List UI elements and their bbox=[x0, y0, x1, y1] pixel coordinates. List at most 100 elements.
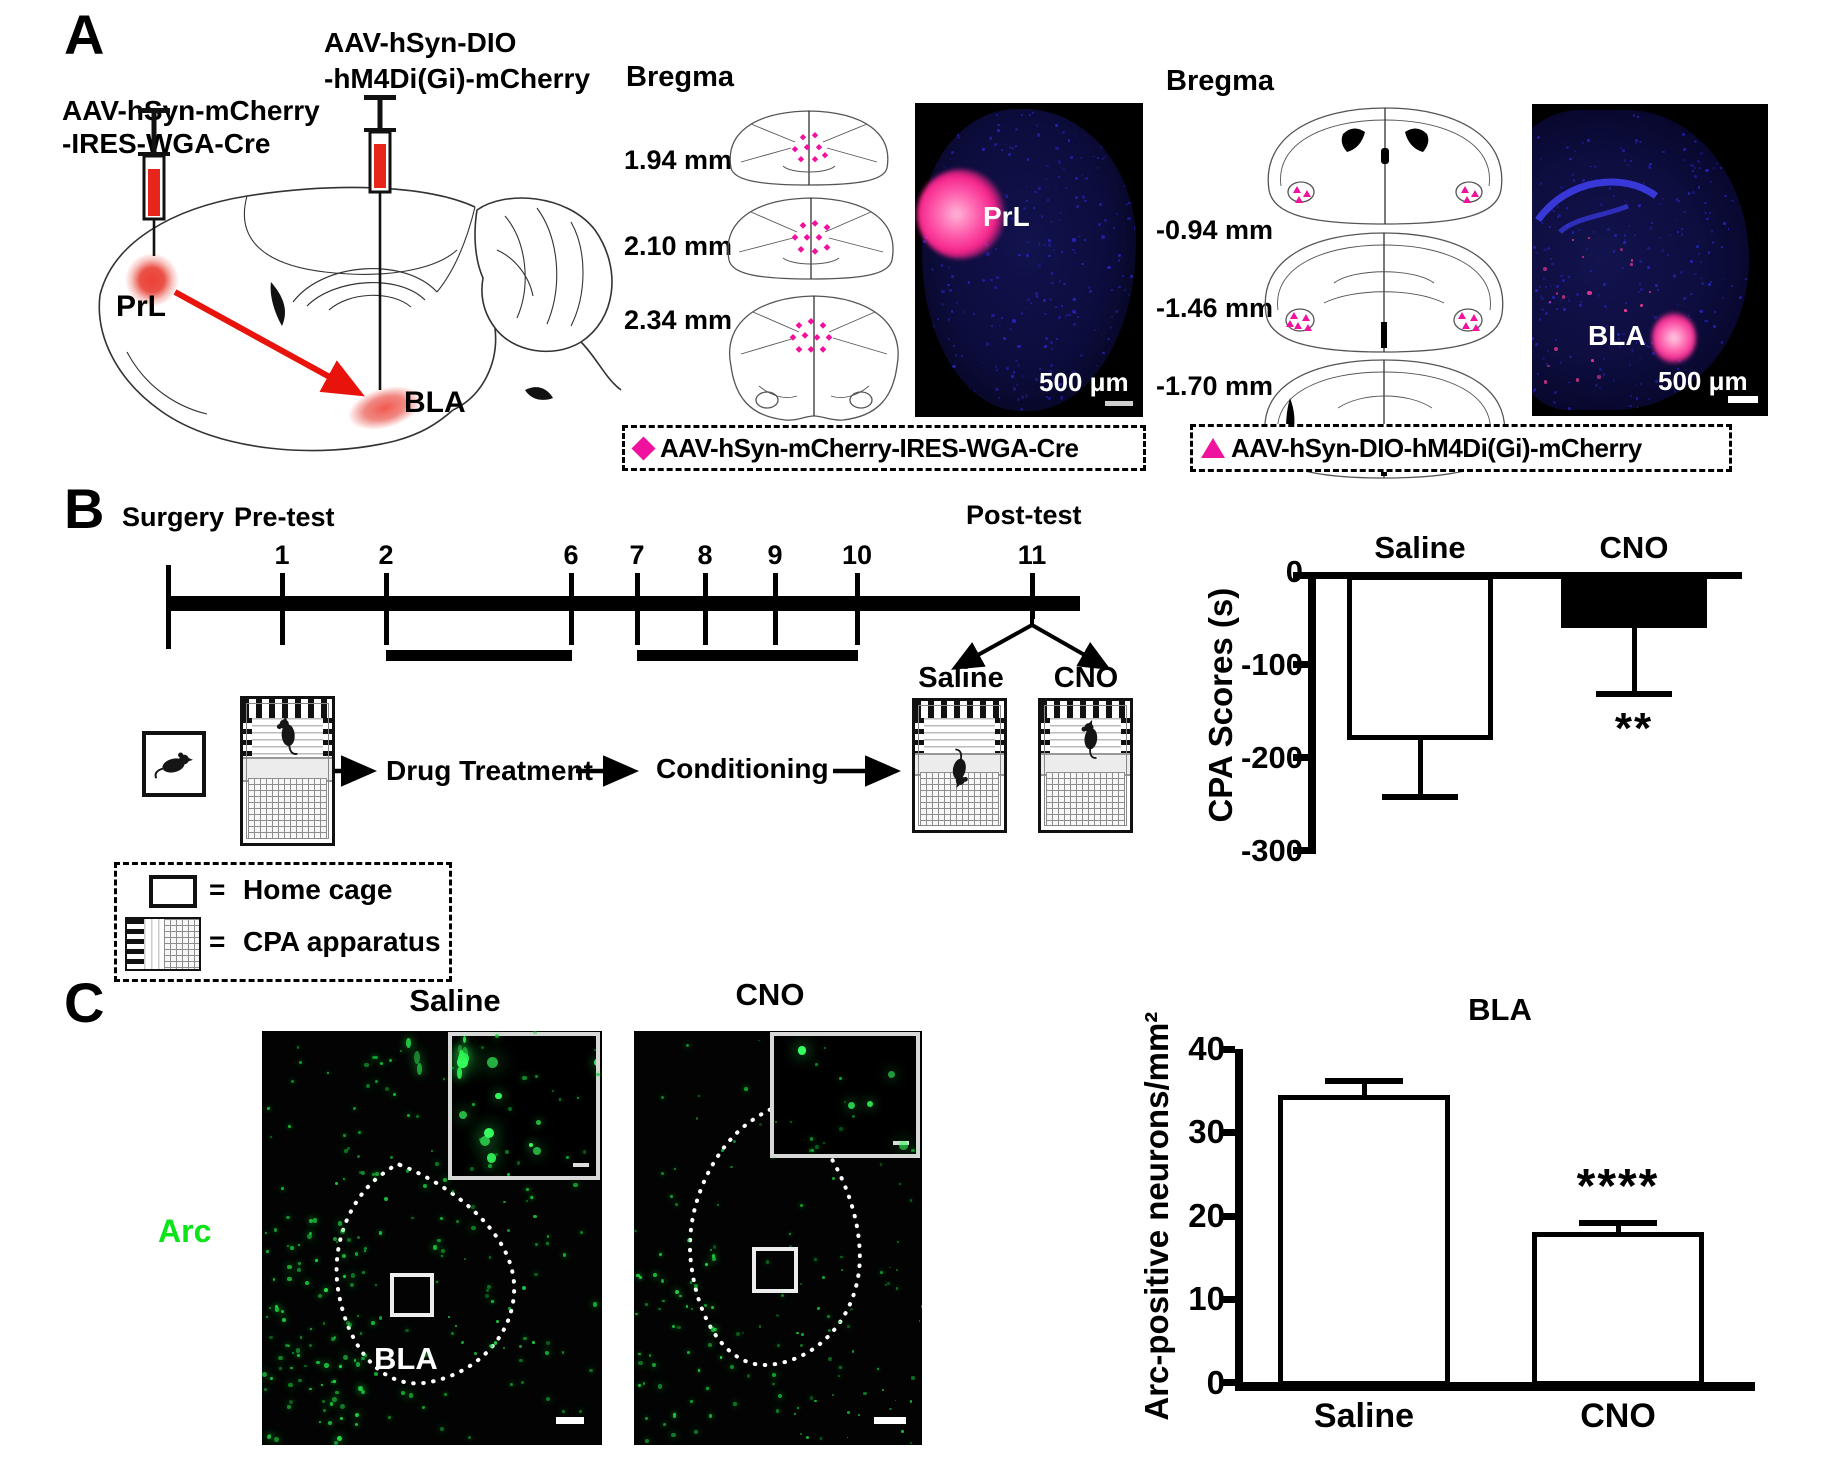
chartC-cno-bar bbox=[1532, 1232, 1704, 1386]
coronal-atlas-stack-bla bbox=[1264, 107, 1506, 479]
bla-fluorescence-micrograph: BLA 500 μm bbox=[1532, 104, 1768, 416]
timeline-bar bbox=[168, 596, 1080, 611]
prl-fluorescence-micrograph: PrL 500 μm bbox=[915, 103, 1143, 417]
cno-image-title: CNO bbox=[735, 977, 805, 1012]
anterior-commissure-blob bbox=[270, 282, 285, 326]
virus-right-label-line2: -hM4Di(Gi)-mCherry bbox=[324, 63, 591, 94]
chartC-saline-bar bbox=[1278, 1095, 1450, 1386]
chartB-ytick-1: -100 bbox=[1240, 647, 1303, 682]
sagittal-brain-schematic bbox=[98, 95, 622, 452]
chartC-ytick-20: 20 bbox=[1188, 1197, 1225, 1234]
chartB-significance: ** bbox=[1614, 704, 1654, 753]
prl-injection-site bbox=[125, 253, 179, 307]
chartB-zero-line bbox=[1308, 572, 1742, 579]
triangle-marker-icon bbox=[1201, 438, 1225, 458]
coronal-atlas-stack-prl bbox=[727, 110, 899, 421]
apparatus-legend-box: = Home cage = CPA apparatus bbox=[114, 862, 452, 982]
timeline-tick-surgery bbox=[166, 565, 171, 649]
chartC-y-axis bbox=[1235, 1049, 1243, 1391]
chartC-x-axis bbox=[1235, 1382, 1755, 1391]
cpa-apparatus-icon bbox=[240, 696, 335, 846]
legend-hm4di-text: AAV-hSyn-DIO-hM4Di(Gi)-mCherry bbox=[1231, 432, 1642, 463]
equals-sign: = bbox=[209, 926, 226, 957]
chartC-cno-xlabel: CNO bbox=[1580, 1397, 1656, 1435]
timeline-day: 10 bbox=[841, 540, 873, 570]
sampling-box bbox=[752, 1247, 798, 1293]
posttest-branch-arrows bbox=[951, 604, 1111, 670]
chartB-saline-header: Saline bbox=[1374, 530, 1466, 565]
prl-tissue bbox=[921, 109, 1137, 411]
prl-to-bla-projection-arrow bbox=[173, 289, 365, 397]
bregma-value: 2.10 mm bbox=[624, 231, 733, 261]
drug-treatment-step-label: Drug Treatment bbox=[386, 755, 593, 786]
chartB-saline-bar bbox=[1347, 575, 1493, 740]
cno-cpa-cage-icon bbox=[1038, 698, 1133, 833]
wga-cre-injection-markers bbox=[789, 132, 833, 353]
home-cage-swatch bbox=[149, 875, 197, 908]
chartB-ytick-3: -300 bbox=[1240, 833, 1303, 868]
scale-bar bbox=[1728, 396, 1758, 403]
timeline-surgery-label: Surgery bbox=[122, 502, 225, 532]
saline-arc-micrograph: BLA bbox=[262, 1031, 602, 1445]
bla-region-label: BLA bbox=[404, 386, 466, 419]
cpa-legend-label: CPA apparatus bbox=[243, 926, 441, 957]
timeline-tick bbox=[280, 573, 285, 645]
scale-bar bbox=[1105, 401, 1133, 406]
bregma-value: 2.34 mm bbox=[624, 305, 733, 335]
chartC-ytick-30: 30 bbox=[1188, 1113, 1225, 1150]
timeline-posttest-label: Post-test bbox=[966, 500, 1082, 530]
chartC-title: BLA bbox=[1468, 992, 1532, 1027]
inset-scale-bar bbox=[893, 1141, 909, 1145]
cpa-mesh-compartment bbox=[248, 778, 327, 838]
timeline-day: 9 bbox=[767, 540, 783, 570]
mouse-icon bbox=[154, 751, 194, 780]
bregma-value: 1.94 mm bbox=[624, 145, 733, 175]
chartC-ytick-0: 0 bbox=[1206, 1364, 1225, 1401]
legend-wga-cre-text: AAV-hSyn-mCherry-IRES-WGA-Cre bbox=[660, 432, 1079, 463]
bla-mcherry-signal bbox=[1652, 312, 1696, 364]
timeline-day: 8 bbox=[697, 540, 713, 570]
panel-c-label: C bbox=[64, 971, 105, 1034]
virus-right-label-line1: AAV-hSyn-DIO bbox=[324, 27, 517, 58]
cno-group-label: CNO bbox=[1053, 662, 1119, 694]
inset-scale-bar bbox=[573, 1163, 589, 1167]
bla-micrograph-label: BLA bbox=[1588, 320, 1646, 351]
conditioning-period-bar bbox=[637, 650, 858, 661]
timeline-tick-day11 bbox=[1030, 573, 1035, 619]
syringe-icon bbox=[138, 108, 170, 256]
scale-bar bbox=[874, 1417, 906, 1424]
scale-bar-label: 500 μm bbox=[1658, 366, 1748, 396]
flow-arrows bbox=[334, 755, 901, 787]
syringe-icon bbox=[364, 95, 396, 390]
bregma-value: -1.70 mm bbox=[1156, 371, 1274, 401]
timeline-tick bbox=[569, 573, 574, 645]
saline-image-title: Saline bbox=[409, 983, 501, 1018]
conditioning-step-label: Conditioning bbox=[656, 753, 829, 784]
home-cage-legend-label: Home cage bbox=[243, 874, 393, 905]
bla-injection-site bbox=[348, 386, 422, 430]
timeline-day: 6 bbox=[563, 540, 579, 570]
bregma-value: -1.46 mm bbox=[1156, 293, 1274, 323]
chartB-cno-bar bbox=[1561, 575, 1707, 628]
arc-stain-label: Arc bbox=[158, 1213, 212, 1249]
equals-sign: = bbox=[209, 874, 226, 905]
prl-mcherry-signal bbox=[917, 169, 1005, 259]
scale-bar-label: 500 μm bbox=[1039, 367, 1129, 397]
timeline-day: 7 bbox=[629, 540, 645, 570]
chartB-y-axis bbox=[1308, 572, 1316, 854]
bla-dotted-outline bbox=[688, 1105, 862, 1368]
scale-bar bbox=[556, 1417, 584, 1424]
bregma-title-left: Bregma bbox=[626, 61, 734, 93]
timeline-day-posttest: 11 bbox=[1017, 540, 1047, 570]
chartC-ytick-10: 10 bbox=[1188, 1280, 1225, 1317]
legend-wga-cre: AAV-hSyn-mCherry-IRES-WGA-Cre bbox=[622, 425, 1146, 471]
timeline-tick bbox=[773, 573, 778, 645]
chartC-significance: **** bbox=[1576, 1160, 1660, 1214]
sampling-box bbox=[390, 1273, 434, 1317]
cpa-apparatus-swatch bbox=[125, 917, 201, 971]
chartB-cno-errorbar bbox=[1632, 626, 1637, 693]
panel-a-label: A bbox=[64, 3, 105, 66]
legend-hm4di: AAV-hSyn-DIO-hM4Di(Gi)-mCherry bbox=[1190, 424, 1732, 472]
drug-treatment-period-bar bbox=[386, 650, 572, 661]
